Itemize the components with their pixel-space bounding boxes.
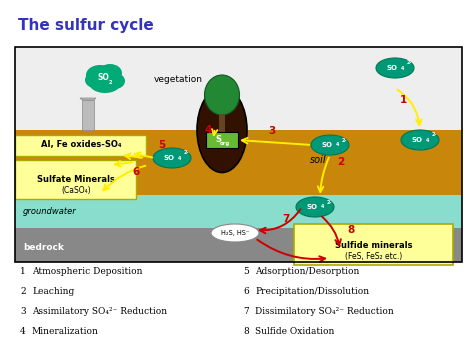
Ellipse shape (401, 130, 439, 150)
Text: 3: 3 (268, 126, 275, 136)
Text: Sulfate Minerals: Sulfate Minerals (37, 175, 115, 185)
Text: org: org (220, 141, 230, 146)
Ellipse shape (86, 65, 114, 85)
Text: Adsorption/Desorption: Adsorption/Desorption (255, 268, 359, 277)
Ellipse shape (296, 197, 334, 217)
Text: SO: SO (97, 73, 109, 82)
Text: SO: SO (321, 142, 332, 148)
Text: 2-: 2- (406, 60, 412, 66)
Text: S: S (215, 136, 221, 144)
Text: (CaSO₄): (CaSO₄) (61, 186, 91, 196)
Text: 4: 4 (20, 328, 26, 337)
Text: 1: 1 (20, 268, 26, 277)
Text: 2: 2 (109, 80, 112, 84)
Text: 3: 3 (20, 307, 26, 317)
FancyBboxPatch shape (294, 224, 454, 264)
Text: Sulfide Oxidation: Sulfide Oxidation (255, 328, 334, 337)
Bar (15, 47, 462, 262)
Ellipse shape (197, 87, 247, 173)
Text: SO: SO (386, 65, 398, 71)
Text: 1: 1 (400, 95, 407, 105)
Text: 4: 4 (205, 125, 212, 135)
Text: groundwater: groundwater (23, 208, 77, 217)
FancyBboxPatch shape (206, 132, 238, 148)
Text: soil: soil (310, 155, 327, 165)
Text: 2: 2 (20, 288, 26, 296)
Text: 4: 4 (321, 204, 325, 209)
Text: 8: 8 (243, 328, 249, 337)
Text: 7: 7 (282, 214, 289, 224)
Text: SO: SO (307, 204, 318, 210)
Text: Assimilatory SO₄²⁻ Reduction: Assimilatory SO₄²⁻ Reduction (32, 307, 167, 317)
Text: 5: 5 (158, 140, 165, 150)
Text: 2: 2 (337, 157, 344, 167)
Ellipse shape (376, 58, 414, 78)
Bar (15, 228, 462, 262)
Text: 4: 4 (337, 142, 340, 147)
Ellipse shape (204, 75, 239, 115)
Text: 4: 4 (178, 155, 182, 160)
Ellipse shape (89, 73, 121, 93)
Text: SO: SO (164, 155, 174, 161)
Text: H₂S, HS⁻: H₂S, HS⁻ (221, 230, 249, 236)
FancyBboxPatch shape (16, 135, 146, 155)
Ellipse shape (211, 224, 259, 242)
Text: 6: 6 (132, 167, 139, 177)
Text: Atmospheric Deposition: Atmospheric Deposition (32, 268, 143, 277)
Text: 2-: 2- (326, 200, 332, 204)
Text: Precipitation/Dissolution: Precipitation/Dissolution (255, 288, 369, 296)
Ellipse shape (105, 73, 125, 89)
Text: 4: 4 (401, 66, 405, 71)
Text: Leaching: Leaching (32, 288, 74, 296)
Bar (15, 130, 462, 195)
FancyBboxPatch shape (16, 159, 137, 198)
Text: 8: 8 (347, 225, 354, 235)
Text: 5: 5 (243, 268, 249, 277)
Text: vegetation: vegetation (154, 76, 202, 84)
Text: bedrock: bedrock (23, 242, 64, 251)
Text: (FeS, FeS₂ etc.): (FeS, FeS₂ etc.) (346, 251, 402, 261)
Ellipse shape (153, 148, 191, 168)
Text: 6: 6 (243, 288, 249, 296)
Ellipse shape (85, 72, 105, 88)
Polygon shape (80, 98, 96, 100)
Text: SO: SO (411, 137, 422, 143)
Bar (15, 195, 462, 228)
Text: Dissimilatory SO₄²⁻ Reduction: Dissimilatory SO₄²⁻ Reduction (255, 307, 394, 317)
Ellipse shape (311, 135, 349, 155)
Text: The sulfur cycle: The sulfur cycle (18, 18, 154, 33)
Bar (82, 100, 94, 130)
Bar (15, 47, 462, 130)
Text: Mineralization: Mineralization (32, 328, 99, 337)
Ellipse shape (98, 64, 122, 82)
Text: 4: 4 (426, 137, 430, 142)
Text: Sulfide minerals: Sulfide minerals (335, 240, 413, 250)
Text: Al, Fe oxides-SO₄: Al, Fe oxides-SO₄ (41, 141, 121, 149)
Text: 2-: 2- (341, 137, 346, 142)
Bar (219, 114, 225, 132)
Text: 7: 7 (243, 307, 249, 317)
Text: 2-: 2- (431, 132, 437, 137)
Text: 2-: 2- (183, 151, 189, 155)
